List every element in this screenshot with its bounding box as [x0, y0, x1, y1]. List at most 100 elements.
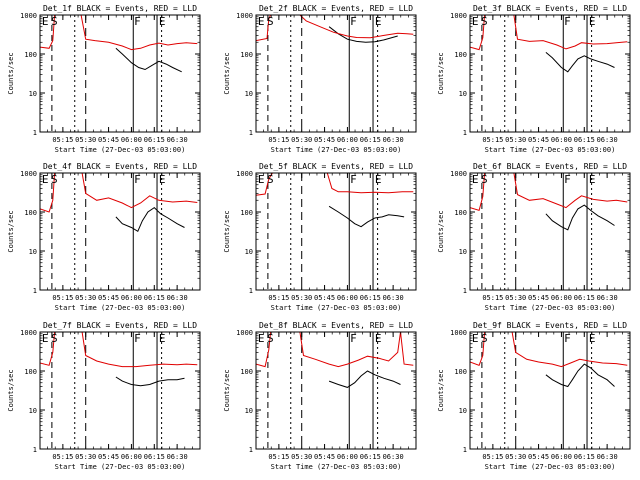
x-tick-label: 05:45 [98, 453, 119, 461]
event-marker-label: S [267, 332, 274, 345]
plot-frame [255, 172, 417, 291]
x-tick-label: 05:30 [291, 453, 312, 461]
y-tick-label: 100 [240, 209, 253, 217]
x-tick-label: 05:45 [528, 294, 549, 302]
y-tick-label: 10 [29, 90, 37, 98]
x-tick-label: 06:15 [360, 453, 381, 461]
x-tick-label: 05:30 [75, 294, 96, 302]
y-tick-label: 1 [33, 129, 37, 137]
y-tick-label: 1 [463, 446, 467, 454]
event-marker-label: F [134, 15, 141, 28]
event-marker-label: F [134, 173, 141, 186]
y-tick-label: 1 [463, 287, 467, 295]
y-tick-label: 100 [24, 368, 37, 376]
event-marker-label: S [481, 332, 488, 345]
event-marker-label: F [350, 15, 357, 28]
y-tick-label: 1 [33, 446, 37, 454]
event-marker-label: F [350, 332, 357, 345]
y-tick-label: 100 [24, 209, 37, 217]
y-axis-label: Counts/sec [437, 52, 445, 94]
y-tick-label: 10 [459, 407, 467, 415]
event-marker-label: E [42, 173, 49, 186]
series-lld-line [256, 332, 414, 368]
series-lld-line [256, 15, 414, 42]
y-tick-label: 1000 [450, 329, 467, 337]
event-marker-label: E [159, 173, 166, 186]
x-tick-label: 05:45 [314, 136, 335, 144]
event-marker-label: E [159, 15, 166, 28]
series-events-line [115, 376, 185, 387]
x-axis-label: Start Time (27-Dec-03 05:03:00) [55, 146, 186, 154]
x-tick-label: 06:00 [337, 453, 358, 461]
x-tick-label: 05:15 [52, 453, 73, 461]
x-tick-label: 06:30 [383, 453, 404, 461]
event-marker-label: E [258, 173, 265, 186]
x-tick-label: 06:15 [574, 294, 595, 302]
y-tick-label: 100 [24, 51, 37, 59]
x-tick-label: 05:30 [291, 294, 312, 302]
x-tick-label: 05:45 [528, 136, 549, 144]
event-marker-label: F [564, 332, 571, 345]
event-marker-label: F [564, 15, 571, 28]
event-marker-label: E [375, 173, 382, 186]
plot-frame [469, 172, 631, 291]
x-tick-label: 05:15 [52, 136, 73, 144]
y-tick-label: 1 [33, 287, 37, 295]
y-tick-label: 10 [245, 248, 253, 256]
x-tick-label: 06:30 [597, 294, 618, 302]
x-tick-label: 05:15 [268, 136, 289, 144]
y-tick-label: 1000 [20, 12, 37, 20]
y-axis-label: Counts/sec [223, 210, 231, 252]
y-tick-label: 10 [459, 90, 467, 98]
event-marker-label: E [375, 15, 382, 28]
x-tick-label: 06:15 [360, 136, 381, 144]
x-tick-label: 05:45 [98, 294, 119, 302]
y-tick-label: 10 [29, 248, 37, 256]
plot-frame [255, 331, 417, 450]
x-tick-label: 05:30 [505, 453, 526, 461]
panel-title: Det_1f BLACK = Events, RED = LLD [43, 4, 197, 13]
event-marker-label: E [159, 332, 166, 345]
event-marker-label: S [267, 15, 274, 28]
x-tick-label: 06:30 [167, 136, 188, 144]
plot-frame [39, 331, 201, 450]
event-marker-label: E [375, 332, 382, 345]
x-tick-label: 05:45 [98, 136, 119, 144]
x-tick-label: 05:45 [528, 453, 549, 461]
y-tick-label: 1000 [20, 170, 37, 178]
panel-title: Det_4f BLACK = Events, RED = LLD [43, 162, 197, 171]
plot-frame [469, 14, 631, 133]
y-tick-label: 100 [240, 368, 253, 376]
panel-title: Det_7f BLACK = Events, RED = LLD [43, 321, 197, 330]
x-tick-label: 06:15 [360, 294, 381, 302]
plot-frame [39, 172, 201, 291]
x-tick-label: 06:00 [121, 294, 142, 302]
x-axis-label: Start Time (27-Dec-03 05:03:00) [55, 304, 186, 312]
event-marker-label: E [258, 15, 265, 28]
panel-title: Det_5f BLACK = Events, RED = LLD [259, 162, 413, 171]
x-tick-label: 06:15 [144, 136, 165, 144]
x-tick-label: 06:15 [574, 136, 595, 144]
x-tick-label: 06:30 [597, 453, 618, 461]
y-tick-label: 100 [240, 51, 253, 59]
series-lld-line [256, 173, 414, 196]
panel-title: Det_3f BLACK = Events, RED = LLD [473, 4, 627, 13]
x-tick-label: 06:30 [383, 294, 404, 302]
y-tick-label: 10 [459, 248, 467, 256]
x-axis-label: Start Time (27-Dec-03 05:03:00) [271, 463, 402, 471]
x-axis-label: Start Time (27-Dec-03 05:03:00) [485, 463, 616, 471]
x-tick-label: 05:15 [482, 136, 503, 144]
x-tick-label: 06:30 [383, 136, 404, 144]
event-marker-label: E [472, 173, 479, 186]
event-marker-label: S [481, 15, 488, 28]
x-tick-label: 06:00 [337, 136, 358, 144]
x-tick-label: 05:30 [505, 294, 526, 302]
y-axis-label: Counts/sec [437, 210, 445, 252]
y-tick-label: 100 [454, 368, 467, 376]
y-tick-label: 1 [249, 287, 253, 295]
x-axis-label: Start Time (27-Dec-03 05:03:00) [271, 146, 402, 154]
